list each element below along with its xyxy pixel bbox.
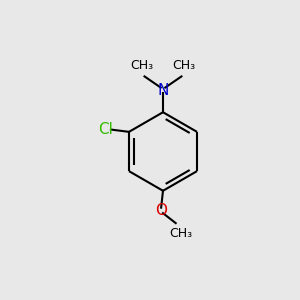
Text: Cl: Cl [98,122,113,137]
Text: CH₃: CH₃ [169,226,192,240]
Text: O: O [155,203,167,218]
Text: CH₃: CH₃ [172,59,195,72]
Text: CH₃: CH₃ [130,59,154,72]
Text: N: N [157,83,169,98]
